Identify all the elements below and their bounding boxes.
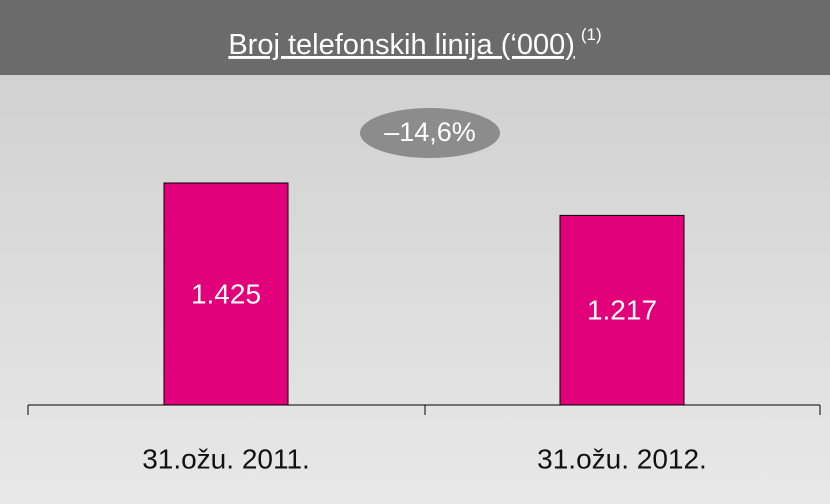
title-text: Broj telefonskih linija (‘000): [228, 29, 575, 61]
x-tick-label: 31.ožu. 2012.: [537, 443, 707, 474]
x-tick-label: 31.ožu. 2011.: [142, 443, 310, 474]
title-note: (1): [581, 25, 602, 44]
header: [0, 0, 830, 75]
chart-title: Broj telefonskih linija (‘000) (1): [228, 25, 601, 60]
value-label: 1.217: [587, 295, 657, 326]
bar: [163, 182, 289, 406]
bar: [559, 214, 685, 406]
plot: 1.425 31.ožu. 2011. 1.217 31.ožu. 2012.: [142, 182, 707, 474]
annotation-bubble: [360, 108, 500, 158]
annotation: –14,6%: [384, 117, 476, 147]
value-label: 1.425: [191, 278, 261, 309]
